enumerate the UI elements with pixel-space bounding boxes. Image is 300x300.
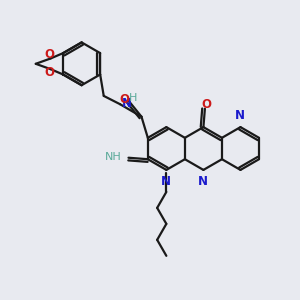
Text: O: O — [120, 93, 130, 106]
Text: H: H — [129, 93, 137, 103]
Text: N: N — [122, 97, 132, 110]
Text: NH: NH — [105, 152, 122, 162]
Text: N: N — [160, 175, 170, 188]
Text: N: N — [197, 175, 208, 188]
Text: N: N — [235, 110, 244, 122]
Text: O: O — [44, 66, 54, 79]
Text: O: O — [44, 48, 54, 62]
Text: O: O — [202, 98, 212, 111]
